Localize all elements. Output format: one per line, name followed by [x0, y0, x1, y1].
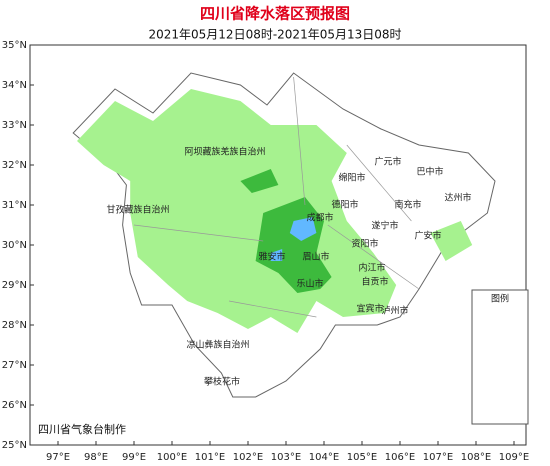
lon-label: 100°E — [157, 452, 187, 463]
region-label: 广元市 — [374, 156, 401, 168]
region-label: 甘孜藏族自治州 — [106, 204, 169, 216]
region-label: 眉山市 — [302, 251, 329, 263]
lat-label: 31°N — [2, 200, 27, 211]
light-rain-area — [430, 221, 473, 261]
region-label: 南充市 — [394, 199, 421, 211]
region-label: 成都市 — [306, 212, 333, 224]
lon-label: 97°E — [46, 452, 70, 463]
moderate-rain-area — [240, 169, 279, 193]
legend-box — [471, 289, 529, 425]
lon-label: 102°E — [233, 452, 263, 463]
heavy-rain-area — [289, 217, 317, 241]
footer: 四川省气象台制作 — [38, 422, 126, 436]
lon-label: 98°E — [84, 452, 108, 463]
lat-label: 34°N — [2, 80, 27, 91]
lon-label: 106°E — [385, 452, 415, 463]
lon-label: 107°E — [423, 452, 453, 463]
boundary — [228, 300, 317, 318]
lon-label: 103°E — [271, 452, 301, 463]
lat-label: 29°N — [2, 280, 27, 291]
lon-label: 105°E — [347, 452, 377, 463]
lat-label: 30°N — [2, 240, 27, 251]
boundary — [327, 224, 420, 290]
region-label: 乐山市 — [296, 278, 323, 290]
region-label: 德阳市 — [331, 199, 358, 211]
region-label: 绵阳市 — [338, 172, 365, 184]
map-title: 四川省降水落区预报图 — [200, 5, 350, 23]
region-label: 阿坝藏族羌族自治州 — [184, 146, 265, 158]
boundary — [133, 224, 264, 242]
map-subtitle: 2021年05月12日08时-2021年05月13日08时 — [148, 28, 401, 42]
region-label: 宜宾市 — [356, 303, 383, 315]
boundary — [346, 144, 412, 222]
lat-label: 33°N — [2, 120, 27, 131]
region-label: 泸州市 — [381, 305, 408, 317]
region-label: 广安市 — [414, 230, 441, 242]
regions — [72, 72, 496, 398]
lat-label: 25°N — [2, 440, 27, 451]
region-label: 攀枝花市 — [204, 376, 240, 388]
lon-label: 101°E — [195, 452, 225, 463]
heavy-rain-area — [270, 249, 283, 261]
lon-label: 108°E — [461, 452, 491, 463]
region-label: 内江市 — [358, 262, 385, 274]
region-label: 凉山彝族自治州 — [186, 339, 249, 351]
region-label: 资阳市 — [351, 238, 378, 250]
lat-label: 27°N — [2, 360, 27, 371]
lat-label: 32°N — [2, 160, 27, 171]
lon-label: 109°E — [499, 452, 529, 463]
region-label: 巴中市 — [416, 166, 443, 178]
lon-label: 99°E — [122, 452, 146, 463]
legend-title: 图例 — [491, 293, 509, 305]
boundary — [293, 76, 306, 206]
region-label: 自贡市 — [361, 276, 388, 288]
region-label: 达州市 — [444, 192, 471, 204]
lat-label: 26°N — [2, 400, 27, 411]
lat-label: 28°N — [2, 320, 27, 331]
region-label: 遂宁市 — [371, 220, 398, 232]
lat-label: 35°N — [2, 40, 27, 51]
region-label: 雅安市 — [258, 251, 285, 263]
lon-label: 104°E — [309, 452, 339, 463]
